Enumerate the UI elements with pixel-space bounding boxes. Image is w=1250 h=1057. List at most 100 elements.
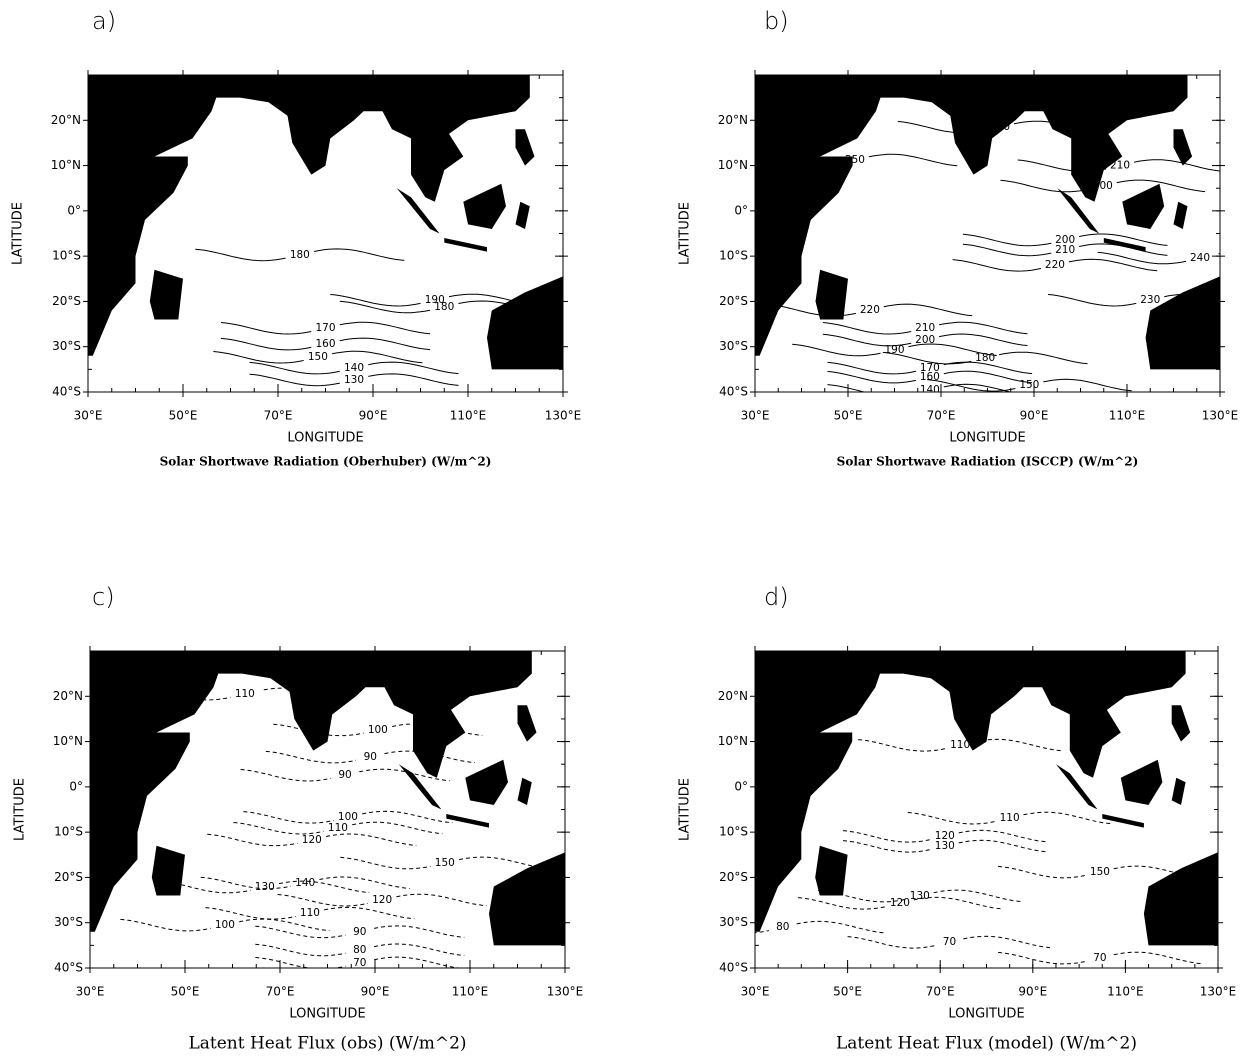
contour-label: 130 xyxy=(910,890,930,902)
contour-label: 70 xyxy=(353,957,366,969)
contour-line xyxy=(249,373,459,387)
x-tick-label: 50°E xyxy=(833,985,862,999)
land-mask xyxy=(1122,183,1165,229)
contour-line xyxy=(277,893,487,907)
contour-line xyxy=(1097,251,1220,265)
contour-label: 140 xyxy=(295,877,315,889)
x-tick-label: 130°E xyxy=(1202,409,1239,423)
contour-line xyxy=(255,925,465,939)
x-tick-label: 30°E xyxy=(741,409,770,423)
contour-line xyxy=(998,865,1202,879)
land-mask xyxy=(1173,129,1193,166)
plot-area: 1101009090100110120150140130120110100908… xyxy=(90,651,565,969)
y-axis-title: LATITUDE xyxy=(678,202,693,265)
contour-line xyxy=(882,351,1088,365)
y-tick-label: 10°S xyxy=(719,825,748,839)
contour-label: 170 xyxy=(920,362,940,374)
contour-label: 200 xyxy=(1093,180,1113,192)
contour-label: 150 xyxy=(435,857,455,869)
contour-line xyxy=(827,361,1033,375)
contour-label: 220 xyxy=(1045,259,1065,271)
y-tick-label: 10°N xyxy=(53,734,83,748)
contour-label: 100 xyxy=(215,919,235,931)
contour-label: 180 xyxy=(975,352,995,364)
land-mask xyxy=(465,759,508,805)
y-axis-title: LATITUDE xyxy=(678,778,693,841)
land-mask xyxy=(755,651,1186,932)
y-tick-label: 30°S xyxy=(52,339,81,353)
y-tick-label: 20°S xyxy=(52,294,81,308)
land-mask xyxy=(1171,777,1186,805)
contour-line xyxy=(249,361,459,375)
y-tick-label: 40°S xyxy=(52,385,81,399)
land-mask xyxy=(1145,276,1220,370)
contour-label: 190 xyxy=(884,344,904,356)
contour-line xyxy=(240,768,450,782)
contour-line xyxy=(220,337,431,351)
contour-line xyxy=(255,956,464,968)
y-tick-label: 10°N xyxy=(51,158,81,172)
y-tick-label: 20°S xyxy=(719,294,748,308)
chart-title: Latent Heat Flux (model) (W/m^2) xyxy=(836,1034,1137,1054)
land-mask xyxy=(151,845,185,896)
contour-label: 90 xyxy=(353,926,366,938)
y-tick-label: 40°S xyxy=(719,385,748,399)
contour-label: 70 xyxy=(943,936,956,948)
contour-label: 80 xyxy=(776,921,789,933)
contour-line xyxy=(962,233,1168,247)
contour-label: 120 xyxy=(372,894,392,906)
contour-line xyxy=(207,833,417,847)
contour-line xyxy=(827,383,1013,392)
land-mask xyxy=(815,269,848,320)
x-tick-label: 90°E xyxy=(1018,985,1047,999)
contour-label: 150 xyxy=(1019,379,1039,391)
land-mask xyxy=(1103,238,1146,252)
y-tick-label: 0° xyxy=(734,779,748,793)
x-tick-label: 70°E xyxy=(266,985,295,999)
contour-label: 170 xyxy=(315,322,335,334)
contour-line xyxy=(755,920,885,934)
y-tick-label: 0° xyxy=(67,203,81,217)
y-tick-label: 0° xyxy=(734,203,748,217)
x-axis-title: LONGITUDE xyxy=(948,1007,1024,1022)
x-tick-label: 30°E xyxy=(76,985,105,999)
y-tick-label: 30°S xyxy=(54,915,83,929)
x-tick-label: 50°E xyxy=(171,985,200,999)
contour-label: 150 xyxy=(308,351,328,363)
x-tick-label: 130°E xyxy=(547,985,584,999)
panel-label: c) xyxy=(92,583,115,611)
land-mask xyxy=(487,276,563,370)
contour-label: 240 xyxy=(1190,252,1210,264)
contour-label: 160 xyxy=(315,338,335,350)
x-tick-label: 90°E xyxy=(359,409,388,423)
contour-line xyxy=(998,951,1202,965)
contour-line xyxy=(120,918,330,932)
land-mask xyxy=(1171,705,1191,742)
land-mask xyxy=(515,129,535,166)
contour-label: 210 xyxy=(1110,160,1130,172)
contour-label: 120 xyxy=(890,897,910,909)
contour-line xyxy=(255,943,465,957)
land-mask xyxy=(1173,201,1188,229)
contour-line xyxy=(822,333,1028,347)
contour-line xyxy=(798,896,1002,910)
contour-label: 70 xyxy=(1093,952,1106,964)
land-mask xyxy=(149,269,183,320)
panel-label: d) xyxy=(764,583,789,611)
y-tick-label: 40°S xyxy=(719,961,748,975)
contour-line xyxy=(827,370,1033,384)
x-axis-title: LONGITUDE xyxy=(287,431,363,446)
contour-line xyxy=(792,343,997,357)
y-tick-label: 10°N xyxy=(718,734,748,748)
contour-line xyxy=(340,856,550,870)
contour-line xyxy=(842,829,1047,843)
land-mask xyxy=(1057,188,1109,238)
panel-label: a) xyxy=(92,7,116,35)
land-mask xyxy=(515,201,530,229)
contour-line xyxy=(858,738,1063,752)
x-tick-label: 130°E xyxy=(1200,985,1237,999)
y-tick-label: 0° xyxy=(69,779,83,793)
x-tick-label: 30°E xyxy=(741,985,770,999)
